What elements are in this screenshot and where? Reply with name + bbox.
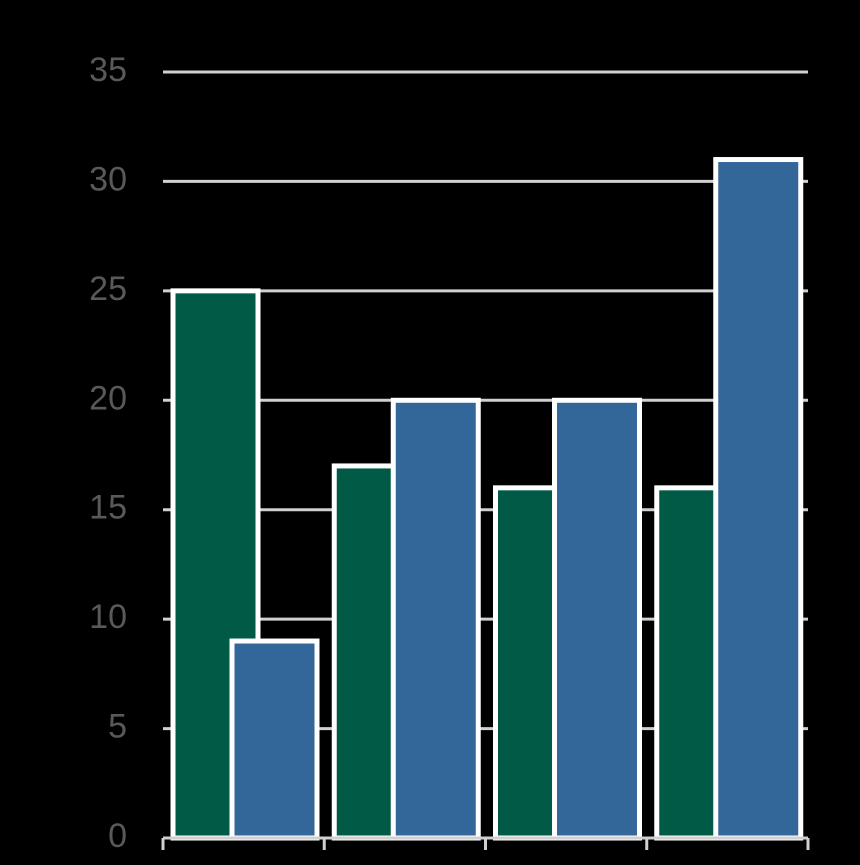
- y-tick-label: 15: [89, 489, 127, 527]
- y-tick-label: 0: [108, 817, 127, 855]
- y-tick-label: 30: [89, 160, 127, 198]
- y-tick-label: 5: [108, 708, 127, 746]
- bar: [713, 157, 804, 841]
- y-tick-label: 10: [89, 598, 127, 636]
- y-tick-label: 25: [89, 270, 127, 308]
- bar: [229, 638, 320, 841]
- bar: [552, 397, 642, 841]
- y-tick-label: 20: [89, 379, 127, 417]
- bar: [390, 397, 481, 841]
- y-tick-label: 35: [89, 51, 127, 89]
